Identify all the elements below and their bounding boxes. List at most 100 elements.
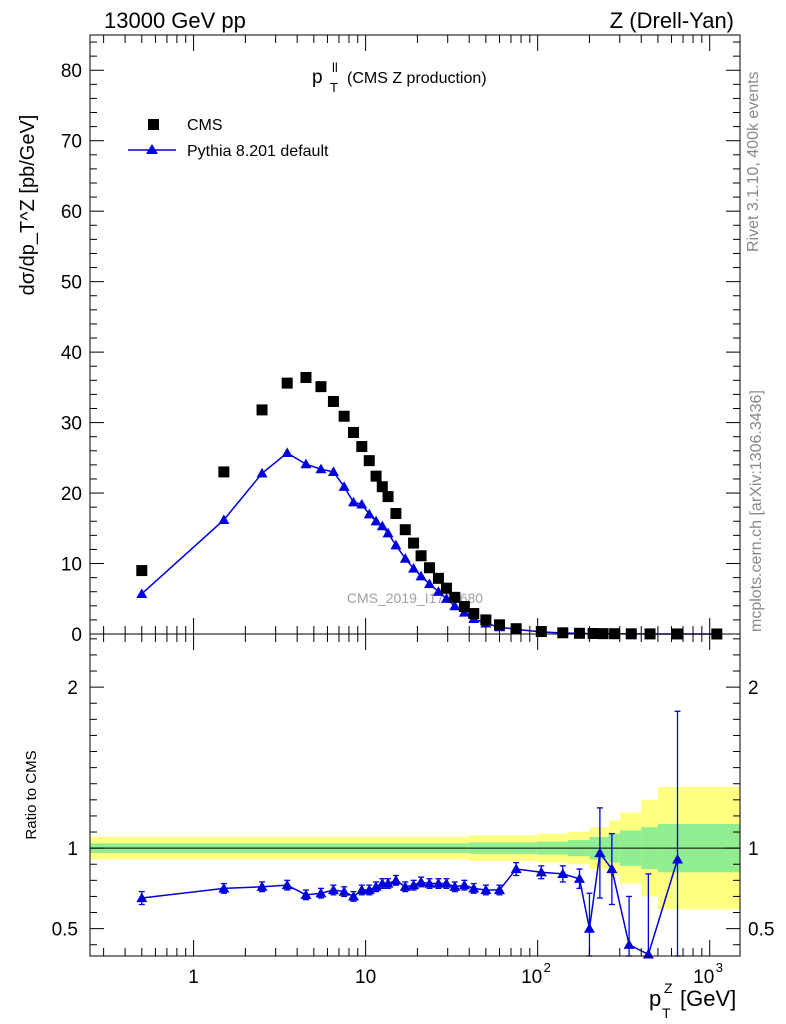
- data-point: [449, 591, 461, 603]
- data-point: [510, 623, 522, 635]
- x-tick-label-exponent: 3: [716, 960, 723, 975]
- ratio-point: [623, 939, 635, 949]
- ratio-point: [382, 878, 394, 888]
- x-tick-label: 10: [521, 967, 542, 988]
- mc-point: [382, 527, 394, 538]
- main-ytick-label: 40: [61, 343, 82, 364]
- x-tick-label: 10: [355, 967, 376, 988]
- main-ytick-label: 80: [61, 61, 82, 82]
- ratio-point: [363, 884, 375, 895]
- ratio-ylabel: Ratio to CMS: [23, 750, 40, 839]
- ratio-point: [327, 884, 339, 895]
- ratio-point: [557, 868, 569, 879]
- data-point: [136, 565, 148, 577]
- x-tick-label-exponent: 2: [544, 960, 551, 975]
- main-ytick-label: 50: [61, 273, 82, 294]
- xlabel-main: p: [649, 986, 661, 1011]
- ratio-point: [281, 879, 293, 890]
- ratio-point: [338, 886, 350, 896]
- ratio-series-line: [141, 851, 679, 956]
- data-point: [370, 470, 382, 482]
- data-point: [382, 491, 394, 503]
- mc-point: [390, 539, 402, 550]
- header-left: 13000 GeV pp: [104, 8, 246, 33]
- data-point: [347, 426, 359, 438]
- legend-mc-marker: [146, 144, 158, 154]
- data-point: [432, 572, 444, 584]
- mc-point: [300, 458, 312, 469]
- ratio-point: [347, 890, 359, 901]
- ratio-point: [356, 884, 368, 895]
- ratio-point: [449, 881, 461, 891]
- data-point: [573, 627, 585, 639]
- data-point: [408, 537, 420, 549]
- data-point: [281, 377, 293, 389]
- ratio-point: [300, 889, 312, 899]
- data-point: [356, 441, 368, 453]
- data-point: [327, 395, 339, 407]
- ratio-point: [573, 873, 585, 883]
- ratio-point: [493, 884, 505, 895]
- mc-point: [370, 515, 382, 526]
- data-point: [390, 507, 402, 519]
- data-point: [218, 466, 230, 478]
- plot-title-sub: T: [330, 80, 338, 95]
- ratio-point: [218, 882, 230, 893]
- legend-mc-label: Pythia 8.201 default: [187, 143, 329, 160]
- mc-point: [347, 496, 359, 507]
- ratio-ytick-label-right: 2: [748, 678, 759, 699]
- main-ylabel-text: dσ/dp_T^Z [pb/GeV]: [17, 115, 39, 296]
- legend-data-marker: [148, 119, 159, 130]
- ratio-point: [390, 874, 402, 885]
- data-point: [338, 410, 350, 422]
- main-ytick-label: 70: [61, 132, 82, 153]
- mc-point: [440, 593, 452, 603]
- ratio-series-points: [136, 847, 684, 959]
- ratio-point: [606, 863, 618, 874]
- ratio-point: [399, 881, 411, 891]
- mc-point: [256, 467, 268, 478]
- ratio-point: [432, 878, 444, 888]
- data-point: [493, 619, 505, 631]
- xlabel-sub: T: [662, 1005, 671, 1021]
- ratio-point: [256, 881, 268, 891]
- ratio-plot-frame: [89, 633, 741, 957]
- data-point: [300, 371, 312, 383]
- main-ytick-label: 10: [61, 555, 82, 576]
- mc-point: [315, 463, 327, 474]
- data-point: [535, 626, 547, 638]
- data-point: [415, 550, 427, 562]
- ratio-point: [370, 881, 382, 891]
- plot-title: p: [312, 67, 323, 88]
- mc-point: [338, 481, 350, 491]
- data-point: [256, 404, 268, 416]
- mc-point: [449, 600, 461, 611]
- data-point: [376, 481, 388, 493]
- ratio-point: [583, 923, 595, 933]
- ratio-point: [594, 847, 606, 858]
- mc-point: [136, 588, 148, 598]
- ratio-point: [510, 863, 522, 874]
- legend: CMS Pythia 8.201 default: [128, 117, 329, 160]
- data-point: [363, 455, 375, 467]
- data-point: [399, 524, 411, 536]
- mc-point: [399, 553, 411, 563]
- xlabel-rest: [GeV]: [680, 986, 736, 1011]
- mc-point: [218, 514, 230, 524]
- ratio-ytick-label-right: 1: [748, 839, 759, 860]
- data-point: [557, 627, 569, 639]
- x-tick-label: 10: [693, 967, 714, 988]
- legend-data-label: CMS: [187, 117, 223, 134]
- ratio-ytick-label: 1: [67, 839, 78, 860]
- plot-title-main: p: [312, 67, 323, 88]
- ratio-ytick-label-right: 0.5: [748, 920, 774, 941]
- main-ylabel: dσ/dp_T^Z [pb/GeV]: [17, 115, 39, 296]
- data-point: [458, 601, 470, 613]
- ratio-point: [458, 879, 470, 890]
- header-right: Z (Drell-Yan): [609, 8, 734, 33]
- main-ytick-label: 20: [61, 484, 82, 505]
- ratio-point: [480, 884, 492, 895]
- x-tick-label: 1: [188, 967, 199, 988]
